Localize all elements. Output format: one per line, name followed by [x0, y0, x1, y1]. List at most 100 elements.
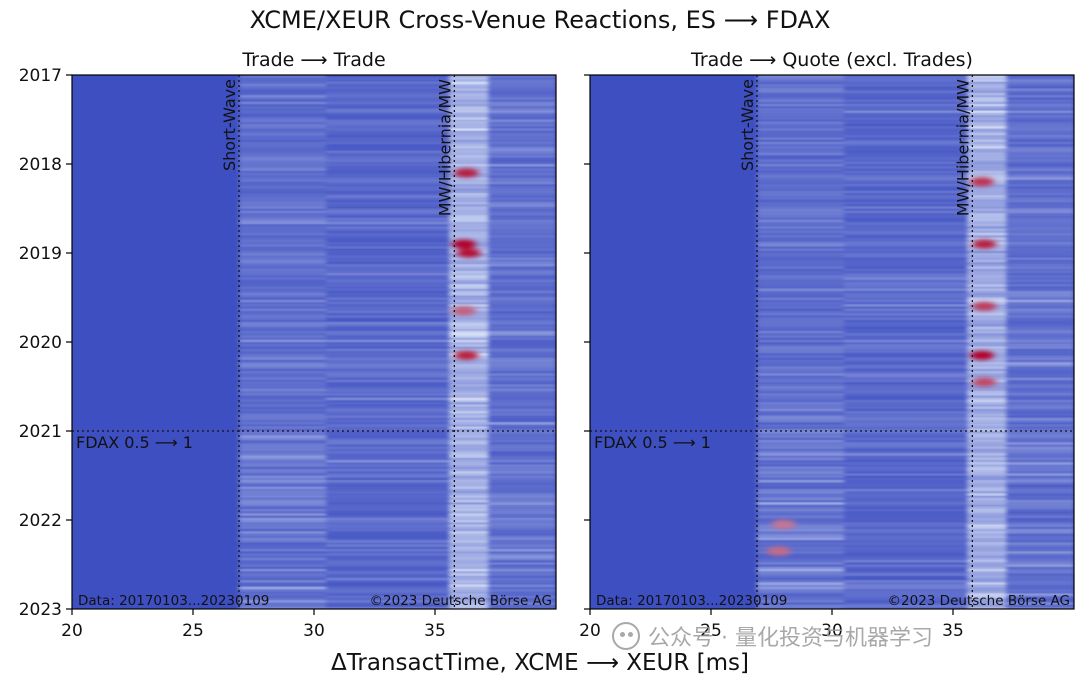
x-tick-label: 35 [424, 621, 446, 641]
heatmap-cell [238, 90, 327, 94]
heatmap-cell [756, 319, 845, 323]
heatmap-cell [449, 333, 489, 336]
heatmap-cell [844, 364, 968, 368]
heatmap-cell [488, 373, 556, 376]
heatmap-cell [449, 528, 489, 532]
heatmap-cell [449, 593, 489, 597]
heatmap-cell [449, 237, 489, 241]
heatmap-cell [1006, 533, 1074, 537]
heatmap-cell [449, 506, 489, 510]
heatmap-cell [488, 475, 556, 479]
heatmap-cell [488, 479, 556, 483]
heatmap-cell [238, 439, 327, 443]
heatmap-cell [326, 239, 450, 243]
heatmap-cell [967, 477, 1007, 481]
heatmap-cell [756, 137, 845, 141]
heatmap-cell [238, 600, 327, 603]
heatmap-cell [449, 81, 489, 85]
heatmap-cell [844, 115, 968, 118]
heatmap-cell [967, 108, 1007, 112]
heatmap-cell [967, 110, 1007, 114]
heatmap-cell [488, 591, 556, 595]
heatmap-cell [756, 540, 845, 543]
heatmap-cell [1006, 239, 1074, 243]
heatmap-cell [488, 284, 556, 287]
heatmap-cell [326, 130, 450, 134]
heatmap-cell [1006, 591, 1074, 595]
heatmap-cell [488, 86, 556, 89]
heatmap-cell [326, 286, 450, 290]
heatmap-cell [326, 342, 450, 345]
heatmap-cell [844, 373, 968, 376]
heatmap-cell [449, 184, 489, 187]
heatmap-cell [756, 524, 845, 528]
heatmap-cell [844, 439, 968, 443]
heatmap-cell [756, 317, 845, 321]
heatmap-cell [844, 497, 968, 501]
heatmap-cell [756, 275, 845, 279]
heatmap-cell [238, 301, 327, 305]
heatmap-cell [488, 161, 556, 165]
heatmap-cell [238, 228, 327, 232]
heatmap-cell [844, 355, 968, 359]
heatmap-cell [844, 77, 968, 81]
heatmap-cell [1006, 306, 1074, 310]
heatmap-cell [326, 230, 450, 234]
heatmap-cell [967, 273, 1007, 276]
heatmap-cell [844, 484, 968, 488]
heatmap-cell [1006, 368, 1074, 372]
heatmap-cell [326, 206, 450, 210]
heatmap-cell [488, 313, 556, 316]
heatmap-cell [449, 446, 489, 450]
heatmap-cell [449, 577, 489, 581]
heatmap-cell [1006, 373, 1074, 376]
heatmap-cell [844, 268, 968, 272]
heatmap-cell [449, 457, 489, 461]
heatmap-cell [844, 408, 968, 412]
heatmap-cell [238, 212, 327, 216]
heatmap-cell [844, 177, 968, 181]
heatmap-cell [449, 86, 489, 89]
heatmap-cell [844, 241, 968, 245]
heatmap-cell [967, 257, 1007, 261]
heatmap-cell [326, 306, 450, 310]
heatmap-cell [844, 164, 968, 167]
heatmap-cell [967, 315, 1007, 319]
heatmap-cell [238, 188, 327, 192]
heatmap-cell [844, 152, 968, 156]
heatmap-cell [238, 362, 327, 365]
heatmap-cell [756, 155, 845, 158]
heatmap-cell [449, 540, 489, 543]
heatmap-cell [238, 335, 327, 339]
heatmap-cell [844, 544, 968, 548]
heatmap-cell [844, 566, 968, 570]
heatmap-cell [967, 459, 1007, 463]
heatmap-cell [449, 499, 489, 503]
heatmap-cell [844, 126, 968, 129]
heatmap-cell [1006, 428, 1074, 432]
heatmap-cell [238, 281, 327, 285]
heatmap-cell [449, 437, 489, 441]
heatmap-cell [844, 444, 968, 448]
heatmap-cell [844, 504, 968, 508]
heatmap-cell [449, 473, 489, 477]
heatmap-cell [238, 473, 327, 477]
heatmap-cell [238, 248, 327, 252]
heatmap-cell [1006, 551, 1074, 554]
heatmap-cell [756, 446, 845, 450]
heatmap-cells [238, 75, 556, 609]
heatmap-cell [1006, 150, 1074, 154]
heatmap-cell [449, 466, 489, 470]
heatmap-cell [967, 422, 1007, 425]
heatmap-cell [1006, 181, 1074, 185]
heatmap-cell [326, 448, 450, 452]
heatmap-cell [326, 384, 450, 388]
heatmap-cell [967, 75, 1007, 78]
heatmap-cell [449, 582, 489, 586]
heatmap-cell [488, 206, 556, 210]
heatmap-cell [238, 103, 327, 107]
heatmap-cell [1006, 350, 1074, 354]
heatmap-cell [449, 150, 489, 154]
heatmap-cell [967, 284, 1007, 287]
heatmap-cell [756, 511, 845, 514]
